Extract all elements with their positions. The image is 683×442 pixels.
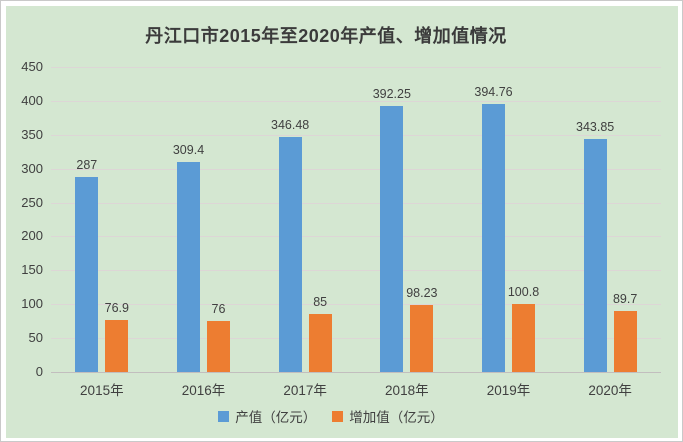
bar-series1-2017年 [308, 314, 332, 372]
x-axis-label: 2017年 [283, 383, 327, 398]
legend-label: 增加值（亿元） [349, 410, 444, 425]
bar-value-label: 309.4 [172, 143, 205, 158]
gridline [51, 202, 661, 204]
x-axis-label: 2018年 [385, 383, 429, 398]
x-axis-label: 2020年 [588, 383, 632, 398]
legend-swatch-icon [218, 410, 230, 422]
gridline [51, 67, 661, 68]
y-tick-label: 0 [35, 364, 43, 379]
bar-value-label: 76.9 [104, 300, 129, 315]
bar-value-label: 343.85 [576, 119, 615, 134]
gridline [51, 304, 661, 306]
bar-value-label: 394.76 [474, 85, 513, 100]
bar-series0-2017年 [278, 137, 302, 372]
x-axis-line [51, 372, 661, 373]
bar-value-label: 100.8 [507, 284, 540, 299]
legend-item-series1: 增加值（亿元） [332, 406, 444, 426]
x-axis-label: 2019年 [486, 383, 531, 398]
legend-swatch-icon [332, 410, 344, 422]
legend: 产值（亿元） 增加值（亿元） [1, 406, 661, 426]
chart-title: 丹江口市2015年至2020年产值、增加值情况 [145, 26, 507, 46]
x-axis-label: 2016年 [181, 383, 226, 398]
bar-series1-2020年 [613, 311, 637, 372]
bar-series1-2018年 [410, 305, 434, 372]
y-tick-label: 250 [21, 194, 43, 210]
bar-value-label: 85 [313, 295, 328, 310]
gridline [51, 168, 661, 170]
bar-value-label: 346.48 [271, 118, 310, 133]
y-tick-label: 300 [21, 160, 43, 176]
bar-value-label: 392.25 [372, 87, 411, 102]
plot-area: 287 76.9 309.4 76 346.48 85 392.25 98.23 394.76 1… [51, 67, 661, 373]
bar-series1-2015年 [105, 319, 129, 372]
x-axis-label: 2015年 [80, 383, 124, 398]
bar-value-label: 89.7 [612, 292, 638, 307]
legend-label: 产值（亿元） [235, 410, 317, 425]
bar-series0-2018年 [380, 106, 404, 372]
bar-series0-2020年 [583, 138, 607, 372]
gridline [51, 270, 661, 272]
y-tick-label: 50 [28, 330, 43, 346]
y-tick-label: 450 [21, 59, 43, 74]
y-tick-label: 100 [21, 296, 43, 312]
bar-series0-2019年 [482, 104, 505, 372]
gridline [51, 338, 661, 340]
y-tick-label: 350 [21, 126, 43, 142]
bar-value-label: 287 [76, 158, 98, 173]
gridline [51, 236, 661, 238]
bar-value-label: 76 [211, 301, 226, 316]
y-tick-label: 400 [21, 92, 43, 108]
y-tick-label: 150 [21, 262, 43, 278]
legend-item-series0: 产值（亿元） [218, 406, 316, 426]
bar-series0-2015年 [75, 177, 99, 372]
y-tick-label: 200 [21, 228, 43, 244]
bar-series0-2016年 [177, 162, 200, 372]
gridline [51, 100, 661, 102]
bar-series1-2016年 [207, 320, 230, 372]
bar-value-label: 98.23 [406, 286, 438, 301]
bar-series1-2019年 [512, 303, 535, 372]
gridline [51, 134, 661, 136]
